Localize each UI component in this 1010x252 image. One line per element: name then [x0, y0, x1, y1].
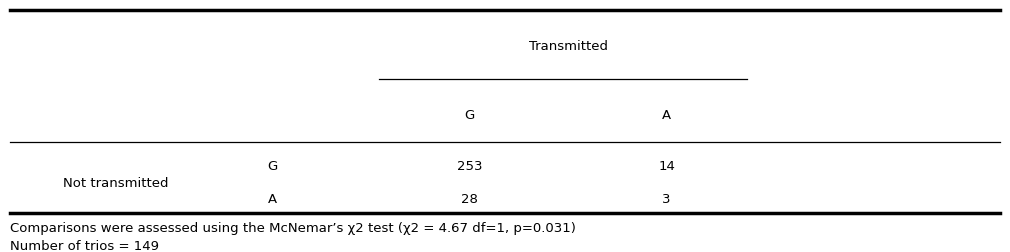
Text: A: A: [268, 193, 278, 206]
Text: 253: 253: [457, 160, 483, 173]
Text: Number of trios = 149: Number of trios = 149: [10, 239, 160, 252]
Text: G: G: [268, 160, 278, 173]
Text: 3: 3: [663, 193, 671, 206]
Text: Not transmitted: Not transmitted: [64, 176, 169, 189]
Text: G: G: [465, 108, 475, 121]
Text: A: A: [662, 108, 672, 121]
Text: 28: 28: [462, 193, 478, 206]
Text: Transmitted: Transmitted: [528, 40, 608, 53]
Text: 14: 14: [659, 160, 675, 173]
Text: Comparisons were assessed using the McNemar’s χ2 test (χ2 = 4.67 df=1, p=0.031): Comparisons were assessed using the McNe…: [10, 222, 576, 235]
